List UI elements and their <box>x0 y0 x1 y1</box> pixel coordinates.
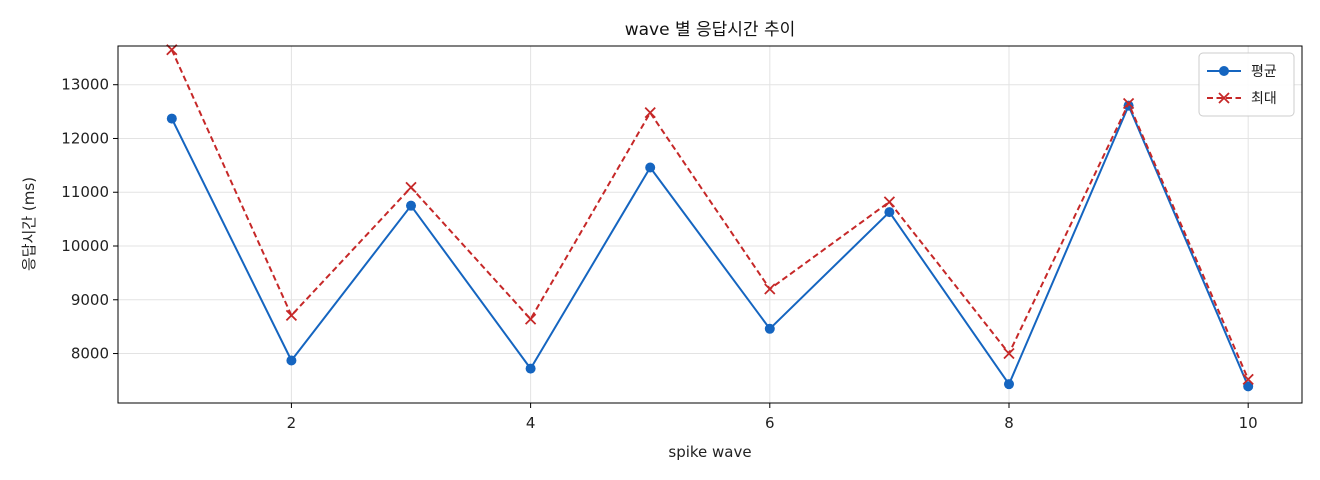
data-point <box>524 313 537 325</box>
plot-frame <box>117 45 1303 404</box>
y-tick-label: 9000 <box>71 291 109 309</box>
series-average <box>166 100 1254 392</box>
data-point <box>405 181 417 194</box>
chart-title: wave 별 응답시간 추이 <box>625 20 796 40</box>
x-tick-label: 4 <box>526 414 536 432</box>
series-layer <box>166 44 1254 392</box>
data-point <box>1003 379 1014 390</box>
data-point <box>764 283 776 295</box>
legend-marker <box>1218 92 1230 104</box>
data-point <box>166 113 177 124</box>
data-point <box>406 200 417 211</box>
y-tick-label: 8000 <box>71 345 109 363</box>
y-tick-label: 10000 <box>61 237 109 255</box>
data-point <box>1122 97 1135 110</box>
x-tick-label: 10 <box>1239 414 1258 432</box>
legend-item: 평균 <box>1207 64 1277 80</box>
x-tick-label: 6 <box>765 414 775 432</box>
x-tick-label: 8 <box>1004 414 1014 432</box>
data-point <box>525 363 536 374</box>
legend-label: 최대 <box>1251 91 1277 107</box>
x-axis-title: spike wave <box>668 443 751 461</box>
series-line <box>170 49 1250 380</box>
x-tick-label: 2 <box>287 414 297 432</box>
data-point <box>644 107 656 119</box>
y-tick-label: 13000 <box>61 76 109 94</box>
series-line <box>170 104 1250 387</box>
axis-ticks: 2 4 6 8 10 8000 9000 10000 11000 12000 13000 <box>61 76 1257 432</box>
data-point <box>884 207 895 218</box>
legend-label: 평균 <box>1251 64 1277 80</box>
data-point <box>1003 347 1015 360</box>
data-point <box>1243 381 1254 392</box>
y-axis-title: 응답시간 (ms) <box>20 177 38 271</box>
legend-marker <box>1219 66 1229 76</box>
y-tick-label: 12000 <box>61 129 109 147</box>
data-point <box>286 355 297 366</box>
legend-box <box>1198 52 1295 117</box>
data-point <box>285 309 298 321</box>
y-tick-label: 11000 <box>61 183 109 201</box>
series-max <box>166 44 1254 385</box>
data-point <box>883 196 896 208</box>
grid <box>118 46 1302 403</box>
data-point <box>764 323 775 334</box>
data-point <box>1242 373 1254 385</box>
data-point <box>645 162 656 173</box>
legend-item: 최대 <box>1207 91 1277 107</box>
